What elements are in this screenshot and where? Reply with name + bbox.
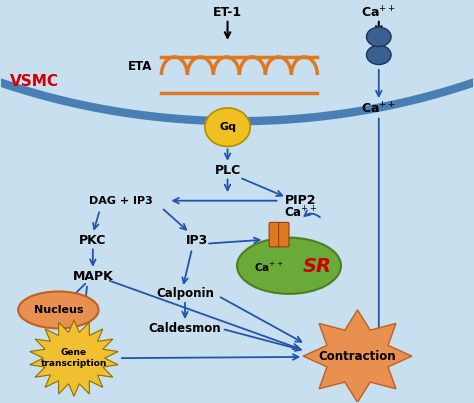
Ellipse shape bbox=[18, 291, 99, 328]
Text: SR: SR bbox=[303, 257, 332, 276]
Text: ET-1: ET-1 bbox=[213, 6, 242, 19]
Text: MAPK: MAPK bbox=[73, 270, 113, 283]
Text: IP3: IP3 bbox=[186, 235, 208, 247]
FancyBboxPatch shape bbox=[279, 222, 289, 247]
Text: DAG + IP3: DAG + IP3 bbox=[89, 196, 153, 206]
Text: Ca$^{++}$: Ca$^{++}$ bbox=[284, 205, 318, 220]
Polygon shape bbox=[30, 320, 118, 396]
Text: Caldesmon: Caldesmon bbox=[149, 322, 221, 334]
Circle shape bbox=[205, 108, 250, 146]
Text: PLC: PLC bbox=[214, 164, 241, 177]
Text: ETA: ETA bbox=[128, 60, 152, 73]
FancyBboxPatch shape bbox=[269, 222, 280, 247]
Polygon shape bbox=[303, 310, 412, 402]
Text: PKC: PKC bbox=[79, 234, 107, 247]
Ellipse shape bbox=[237, 238, 341, 294]
Text: Gq: Gq bbox=[219, 122, 236, 132]
Ellipse shape bbox=[366, 27, 391, 46]
Text: Calponin: Calponin bbox=[156, 287, 214, 300]
Text: Contraction: Contraction bbox=[319, 350, 396, 363]
Text: Gene
transcription: Gene transcription bbox=[41, 349, 107, 368]
Text: Ca$^{++}$: Ca$^{++}$ bbox=[361, 102, 396, 117]
Text: Ca$^{++}$: Ca$^{++}$ bbox=[255, 261, 284, 274]
Text: PIP2: PIP2 bbox=[285, 194, 317, 207]
Text: VSMC: VSMC bbox=[10, 73, 59, 89]
Text: Nucleus: Nucleus bbox=[34, 305, 83, 315]
Text: Ca$^{++}$: Ca$^{++}$ bbox=[361, 5, 396, 21]
Ellipse shape bbox=[366, 45, 391, 64]
